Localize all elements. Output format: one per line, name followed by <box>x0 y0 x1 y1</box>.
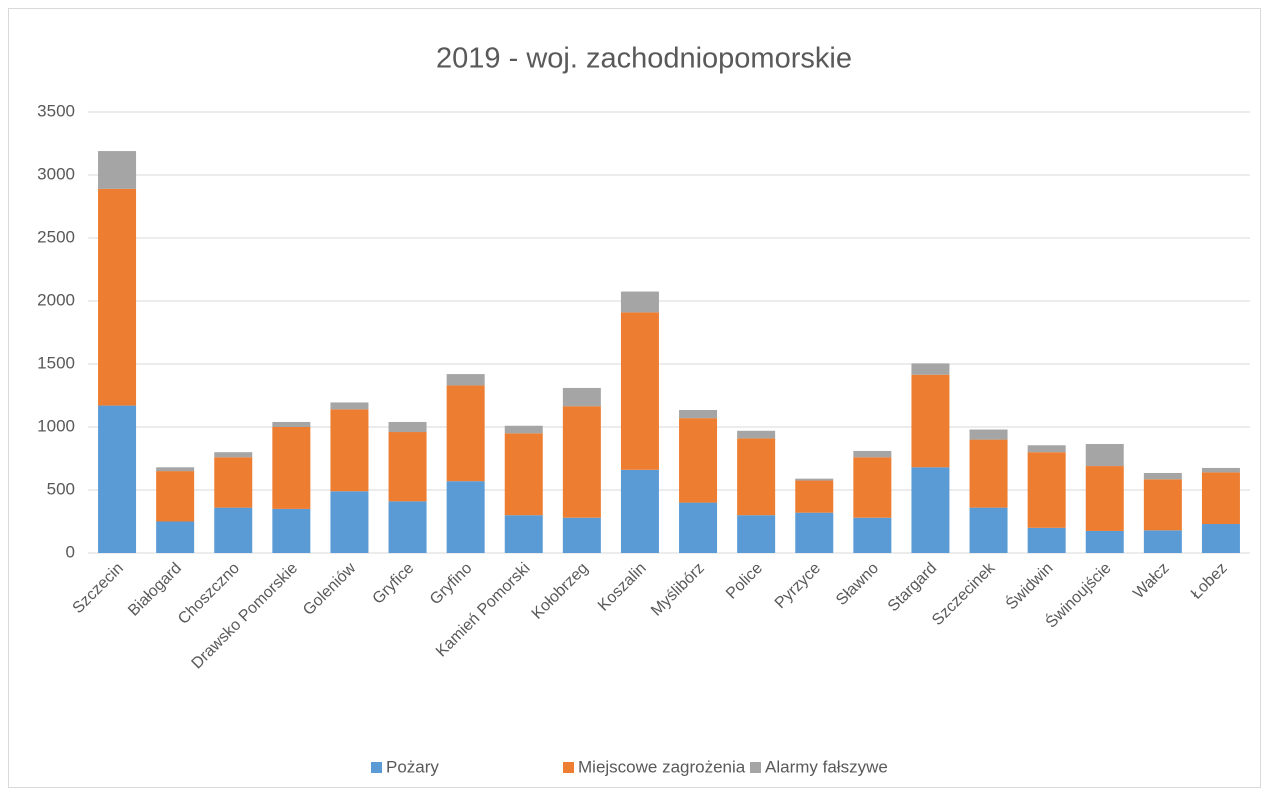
bar-segment <box>446 481 485 553</box>
bar-segment <box>562 406 601 518</box>
bar-segment <box>620 469 659 553</box>
bar-segment <box>388 501 427 553</box>
bar-segment <box>679 418 718 503</box>
bar-segment <box>911 467 950 553</box>
bar-segment <box>446 374 485 386</box>
bar-segment <box>1143 530 1182 553</box>
bar-segment <box>156 521 195 553</box>
legend-swatch <box>563 762 574 773</box>
bar-segment <box>679 502 718 553</box>
bar-segment <box>98 151 137 189</box>
bar-segment <box>853 517 892 553</box>
y-tick-label: 3500 <box>37 101 75 120</box>
bar-segment <box>1085 530 1124 553</box>
chart-title: 2019 - woj. zachodniopomorskie <box>436 43 852 75</box>
bar-segment <box>737 430 776 439</box>
bar-segment <box>795 480 834 513</box>
bar-segment <box>562 517 601 553</box>
bar-segment <box>1201 524 1240 553</box>
legend-swatch <box>750 762 761 773</box>
bar-segment <box>853 450 892 458</box>
y-tick-label: 3000 <box>37 164 75 183</box>
bar-segment <box>1201 472 1240 525</box>
bar-segment <box>214 457 253 508</box>
bar-segment <box>156 467 195 472</box>
bar-segment <box>795 478 834 481</box>
bar-segment <box>737 515 776 553</box>
bar-segment <box>1027 445 1066 453</box>
bar-segment <box>446 385 485 482</box>
bar-segment <box>156 471 195 522</box>
bar-segment <box>272 427 311 509</box>
legend-label: Pożary <box>386 757 439 776</box>
legend-swatch <box>371 762 382 773</box>
bar-segment <box>969 439 1008 508</box>
bar-segment <box>1201 467 1240 473</box>
bar-segment <box>504 433 543 516</box>
y-tick-label: 1000 <box>37 416 75 435</box>
bar-segment <box>388 432 427 502</box>
bar-segment <box>679 409 718 419</box>
bar-segment <box>969 507 1008 553</box>
bar-segment <box>272 421 311 427</box>
bar-segment <box>737 438 776 516</box>
bar-segment <box>795 512 834 553</box>
bar-segment <box>214 507 253 553</box>
bar-segment <box>620 291 659 313</box>
bar-segment <box>562 387 601 407</box>
bar-segment <box>911 374 950 468</box>
bar-segment <box>969 429 1008 440</box>
bar-segment <box>504 425 543 434</box>
bar-segment <box>214 452 253 458</box>
bar-segment <box>330 409 369 492</box>
bar-segment <box>1143 479 1182 531</box>
bar-segment <box>1143 472 1182 480</box>
legend-label: Alarmy fałszywe <box>765 757 888 776</box>
bar-segment <box>272 508 311 553</box>
bar-segment <box>1085 466 1124 531</box>
y-tick-label: 1500 <box>37 353 75 372</box>
bar-segment <box>330 402 369 410</box>
bar-segment <box>330 491 369 553</box>
bar-segment <box>1027 527 1066 553</box>
bar-segment <box>388 421 427 433</box>
bar-segment <box>504 515 543 553</box>
legend-label: Miejscowe zagrożenia <box>578 757 746 776</box>
y-tick-label: 2500 <box>37 227 75 246</box>
bar-segment <box>911 363 950 375</box>
bar-segment <box>98 188 137 406</box>
bar-segment <box>1027 452 1066 528</box>
bar-segment <box>853 457 892 518</box>
bar-segment <box>620 312 659 470</box>
y-tick-label: 500 <box>47 479 75 498</box>
y-tick-label: 2000 <box>37 290 75 309</box>
bar-segment <box>1085 444 1124 467</box>
y-tick-label: 0 <box>66 542 75 561</box>
bar-segment <box>98 405 137 553</box>
